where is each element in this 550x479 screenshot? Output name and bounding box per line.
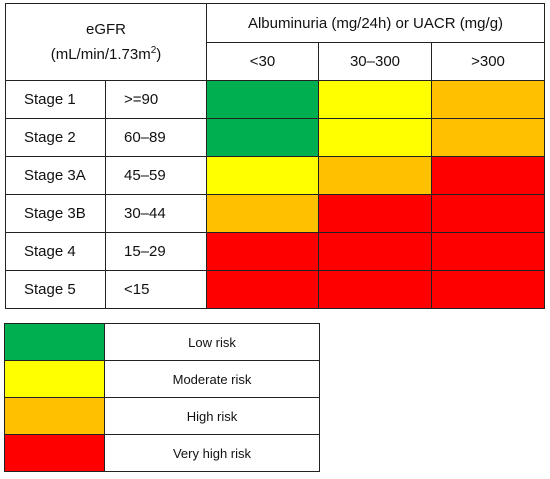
legend-item: High risk xyxy=(4,397,320,435)
legend-swatch xyxy=(4,323,105,361)
risk-cell xyxy=(431,80,545,119)
risk-cell xyxy=(318,270,432,309)
egfr-range: <15 xyxy=(105,270,207,309)
risk-cell xyxy=(318,194,432,233)
egfr-header-close: ) xyxy=(156,46,162,63)
table-row: Stage 2 60–89 xyxy=(5,118,545,157)
egfr-range: 15–29 xyxy=(105,232,207,271)
column-header-30-300: 30–300 xyxy=(318,42,432,81)
stage-label: Stage 3A xyxy=(5,156,106,195)
stage-label: Stage 4 xyxy=(5,232,106,271)
risk-legend: Low risk Moderate risk High risk Very hi… xyxy=(4,323,320,472)
table-row: Stage 3B 30–44 xyxy=(5,194,545,233)
stage-label: Stage 1 xyxy=(5,80,106,119)
egfr-header-line1: eGFR xyxy=(85,21,126,38)
legend-label: Low risk xyxy=(104,323,320,361)
legend-item: Moderate risk xyxy=(4,360,320,398)
table-row: Stage 5 <15 xyxy=(5,270,545,309)
risk-cell xyxy=(206,156,319,195)
risk-cell xyxy=(431,270,545,309)
column-header-lt30: <30 xyxy=(206,42,319,81)
risk-cell xyxy=(206,194,319,233)
column-header-gt300: >300 xyxy=(431,42,545,81)
risk-cell xyxy=(206,232,319,271)
stage-label: Stage 2 xyxy=(5,118,106,157)
risk-cell xyxy=(318,80,432,119)
risk-cell xyxy=(318,118,432,157)
risk-cell xyxy=(206,270,319,309)
egfr-header: eGFR (mL/min/1.73m2) xyxy=(5,3,207,81)
stage-label: Stage 3B xyxy=(5,194,106,233)
egfr-range: >=90 xyxy=(105,80,207,119)
legend-swatch xyxy=(4,434,105,472)
egfr-range: 30–44 xyxy=(105,194,207,233)
egfr-header-unit: (mL/min/1.73m xyxy=(50,46,151,63)
risk-cell xyxy=(206,118,319,157)
egfr-range: 45–59 xyxy=(105,156,207,195)
legend-label: Very high risk xyxy=(104,434,320,472)
risk-cell xyxy=(318,232,432,271)
egfr-range: 60–89 xyxy=(105,118,207,157)
legend-swatch xyxy=(4,397,105,435)
risk-cell xyxy=(318,156,432,195)
legend-item: Very high risk xyxy=(4,434,320,472)
risk-cell xyxy=(206,80,319,119)
legend-label: High risk xyxy=(104,397,320,435)
risk-cell xyxy=(431,156,545,195)
table-row: Stage 3A 45–59 xyxy=(5,156,545,195)
stage-label: Stage 5 xyxy=(5,270,106,309)
legend-swatch xyxy=(4,360,105,398)
table-row: Stage 1 >=90 xyxy=(5,80,545,119)
risk-cell xyxy=(431,194,545,233)
albuminuria-header: Albuminuria (mg/24h) or UACR (mg/g) xyxy=(206,3,545,43)
legend-item: Low risk xyxy=(4,323,320,361)
risk-cell xyxy=(431,118,545,157)
egfr-header-sup: 2 xyxy=(150,45,157,56)
risk-cell xyxy=(431,232,545,271)
legend-label: Moderate risk xyxy=(104,360,320,398)
ckd-risk-table: eGFR (mL/min/1.73m2) Albuminuria (mg/24h… xyxy=(5,3,545,309)
table-row: Stage 4 15–29 xyxy=(5,232,545,271)
